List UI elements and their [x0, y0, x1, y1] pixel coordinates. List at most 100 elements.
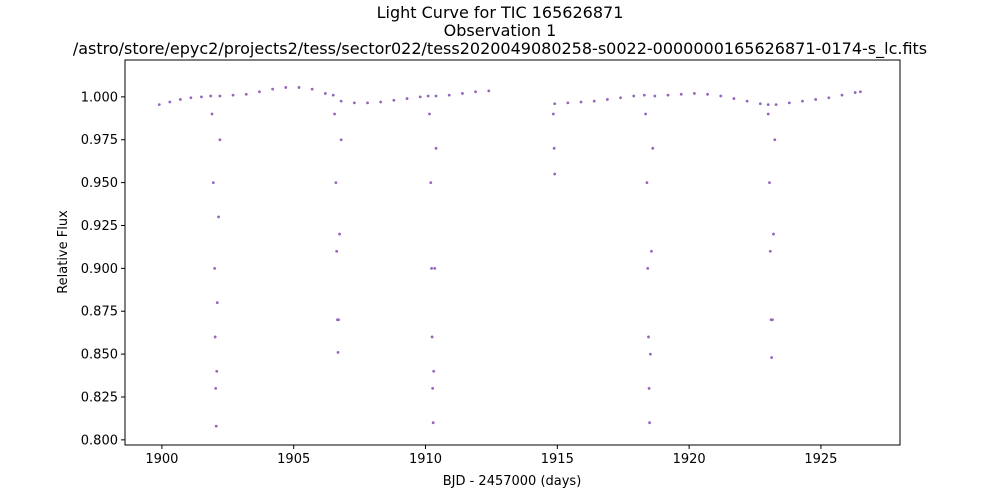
- data-point: [379, 100, 383, 104]
- y-tick-label: 0.825: [81, 390, 118, 405]
- data-point: [215, 301, 219, 305]
- data-point: [592, 99, 596, 103]
- data-point: [553, 102, 557, 106]
- data-point: [666, 93, 670, 97]
- data-point: [352, 101, 356, 105]
- x-tick-label: 1900: [145, 452, 178, 467]
- data-point: [619, 96, 622, 100]
- y-axis-label: Relative Flux: [56, 210, 71, 294]
- data-points: [157, 86, 862, 428]
- data-point: [431, 387, 435, 390]
- data-point: [339, 138, 343, 142]
- data-point: [211, 181, 215, 185]
- data-point: [434, 94, 438, 98]
- data-point: [768, 249, 772, 253]
- data-point: [217, 215, 220, 219]
- data-point: [679, 92, 683, 96]
- data-point: [213, 335, 217, 339]
- chart-title-line-1: Light Curve for TIC 165626871: [376, 3, 624, 22]
- data-point: [487, 89, 491, 93]
- data-point: [366, 101, 369, 105]
- x-tick-label: 1925: [804, 452, 837, 467]
- data-point: [461, 92, 464, 95]
- y-tick-label: 0.900: [81, 262, 118, 277]
- data-point: [647, 387, 651, 390]
- data-point: [551, 112, 555, 116]
- data-point: [429, 181, 433, 185]
- y-tick-label: 0.850: [81, 348, 118, 363]
- data-point: [432, 369, 436, 373]
- y-axis: 0.800 0.825 0.850 0.875 0.900 0.925 0.950 0.975…: [81, 90, 125, 448]
- data-point: [645, 181, 649, 185]
- data-point: [766, 103, 770, 106]
- data-point: [297, 86, 301, 89]
- data-point: [271, 87, 275, 91]
- data-point: [434, 146, 438, 150]
- data-point: [337, 318, 340, 322]
- y-tick-label: 1.000: [81, 90, 118, 105]
- data-point: [745, 99, 749, 103]
- data-point: [338, 232, 341, 236]
- data-point: [218, 138, 222, 142]
- y-tick-label: 0.875: [81, 305, 118, 320]
- data-point: [335, 249, 339, 253]
- y-tick-label: 0.950: [81, 176, 118, 191]
- data-point: [214, 424, 218, 428]
- data-point: [646, 266, 650, 270]
- data-point: [648, 352, 652, 356]
- data-point: [768, 181, 771, 185]
- data-point: [339, 99, 343, 103]
- data-point: [853, 91, 857, 94]
- data-point: [213, 266, 217, 270]
- data-point: [827, 96, 831, 100]
- data-point: [814, 98, 818, 101]
- data-point: [552, 146, 556, 150]
- data-point: [405, 97, 409, 100]
- data-point: [323, 92, 327, 95]
- data-point: [474, 90, 477, 94]
- data-point: [258, 90, 261, 94]
- data-point: [859, 90, 862, 94]
- data-point: [231, 93, 235, 97]
- x-axis-label: BJD - 2457000 (days): [443, 474, 582, 489]
- y-tick-label: 0.975: [81, 133, 118, 148]
- data-point: [418, 95, 422, 99]
- data-point: [773, 138, 777, 142]
- data-point: [774, 103, 778, 106]
- data-point: [218, 94, 222, 98]
- data-point: [157, 103, 161, 106]
- data-point: [770, 356, 774, 359]
- data-point: [801, 99, 804, 103]
- data-point: [428, 112, 431, 116]
- data-point: [566, 101, 570, 105]
- data-point: [214, 387, 218, 390]
- y-tick-label: 0.800: [81, 433, 118, 448]
- data-point: [168, 100, 172, 104]
- data-point: [632, 94, 636, 98]
- data-point: [331, 93, 335, 97]
- data-point: [310, 87, 314, 91]
- data-point: [648, 421, 651, 425]
- data-point: [447, 93, 451, 97]
- data-point: [189, 96, 193, 100]
- data-point: [284, 86, 288, 89]
- data-point: [336, 350, 340, 354]
- data-point: [333, 112, 336, 116]
- x-axis: 1900 1905 1910 1915 1920 1925: [145, 445, 837, 467]
- data-point: [644, 112, 648, 116]
- data-point: [430, 335, 434, 339]
- data-point: [430, 266, 433, 270]
- data-point: [706, 92, 709, 96]
- data-point: [605, 98, 609, 101]
- data-point: [840, 93, 844, 97]
- x-tick-label: 1910: [409, 452, 442, 467]
- data-point: [426, 94, 430, 98]
- data-point: [433, 266, 437, 270]
- data-point: [692, 92, 696, 95]
- data-point: [771, 318, 774, 322]
- x-tick-label: 1915: [541, 452, 574, 467]
- data-point: [244, 92, 248, 96]
- x-tick-label: 1905: [277, 452, 310, 467]
- data-point: [200, 95, 203, 99]
- data-point: [651, 146, 655, 150]
